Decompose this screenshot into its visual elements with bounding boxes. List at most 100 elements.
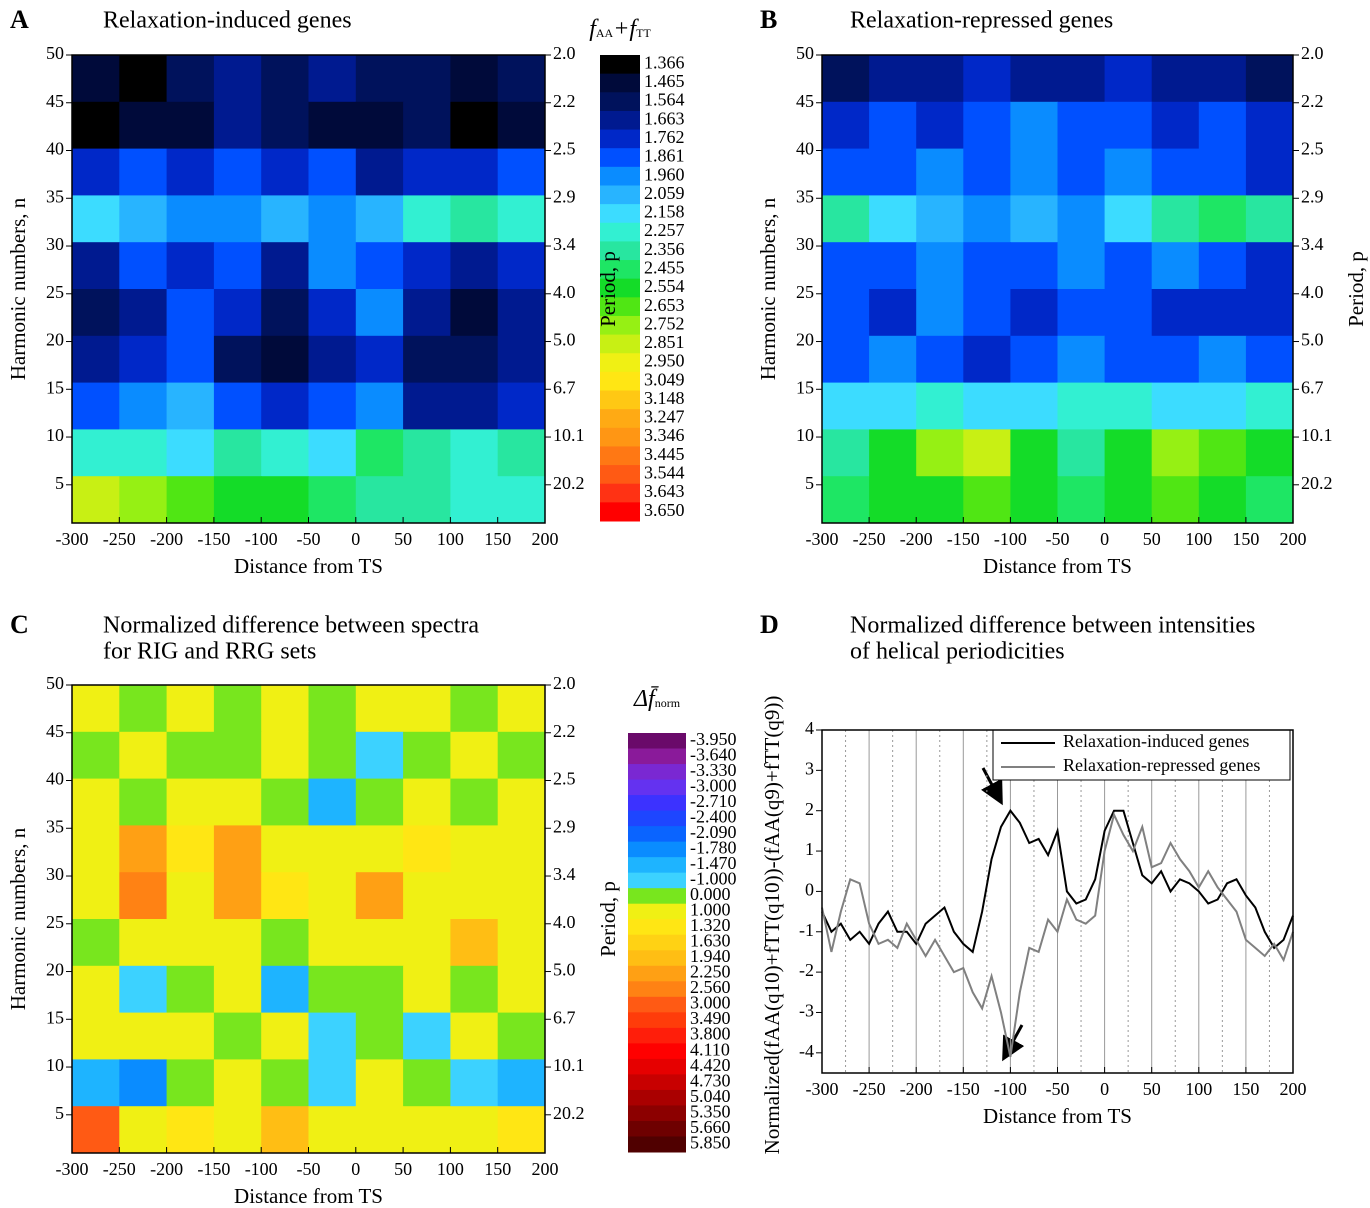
- y-tick-label: 5: [805, 473, 814, 493]
- y-axis-label: Normalized(fAA(q10)+fTT(q10))-(fAA(q9)+f…: [760, 696, 784, 1155]
- heat-cell: [497, 195, 546, 243]
- heat-cell: [403, 825, 451, 873]
- colorbar-label: 3.800: [690, 1024, 731, 1044]
- heat-cell: [261, 55, 309, 103]
- colorbar-label: 2.250: [690, 962, 731, 982]
- heat-cell: [916, 429, 964, 477]
- colorbar-label: -2.710: [690, 791, 737, 811]
- heat-cell: [963, 55, 1011, 103]
- x-tick-label: -200: [900, 529, 933, 549]
- colorbar-label: 4.730: [690, 1070, 731, 1090]
- heat-cell: [119, 242, 168, 290]
- heat-cell: [1010, 242, 1058, 290]
- heat-cell: [308, 872, 357, 920]
- heat-cell: [72, 429, 120, 477]
- colorbar-swatch: [600, 185, 640, 205]
- heat-cell: [213, 825, 262, 873]
- heat-cell: [119, 289, 168, 337]
- heat-cell: [1057, 242, 1106, 290]
- heat-cell: [213, 685, 262, 733]
- y-tick-label: 25: [796, 282, 814, 302]
- x-tick-label: 200: [532, 529, 559, 549]
- heat-cell: [213, 242, 262, 290]
- heat-cell: [450, 872, 499, 920]
- heat-cell: [72, 101, 120, 150]
- heat-cell: [213, 335, 262, 384]
- heat-cell: [497, 1012, 546, 1060]
- heat-cell: [72, 1059, 120, 1107]
- heat-cell: [355, 429, 404, 477]
- heat-cell: [403, 965, 451, 1014]
- heat-cell: [403, 101, 451, 150]
- heat-cell: [166, 1106, 215, 1154]
- heat-cell: [1010, 382, 1058, 430]
- series-line: [821, 808, 1294, 954]
- colorbar-title-part: +f: [613, 16, 639, 42]
- colorbar-label: 1.762: [644, 127, 685, 147]
- x-tick-label: -300: [806, 1079, 839, 1099]
- heat-cell: [450, 825, 499, 873]
- heat-cell: [497, 1059, 546, 1107]
- y-tick-label: 5: [55, 1103, 64, 1123]
- y-axis-label: Harmonic numbers, n: [6, 197, 30, 380]
- heat-cell: [869, 55, 917, 103]
- colorbar-label: 2.653: [644, 295, 685, 315]
- heat-cell: [1010, 476, 1058, 524]
- y2-tick-label: 3.4: [1301, 234, 1324, 254]
- heat-cell: [450, 731, 499, 780]
- heat-cell: [1151, 289, 1200, 337]
- y-tick-label: 40: [46, 139, 64, 159]
- x-axis-label: Distance from TS: [983, 554, 1132, 578]
- heat-cell: [166, 685, 215, 733]
- colorbar-swatch: [600, 409, 640, 429]
- heat-cell: [261, 731, 309, 780]
- colorbar-swatch: [600, 129, 640, 149]
- heat-cell: [1198, 55, 1247, 103]
- heat-cell: [916, 148, 964, 196]
- heat-cell: [1245, 55, 1294, 103]
- heat-cell: [261, 382, 309, 430]
- heat-cell: [403, 919, 451, 967]
- x-tick-label: -250: [103, 1159, 136, 1179]
- y2-tick-label: 2.9: [553, 186, 576, 206]
- y2-tick-label: 4.0: [1301, 282, 1324, 302]
- x-tick-label: -100: [245, 529, 278, 549]
- panel-letter: C: [10, 610, 29, 639]
- heat-cell: [355, 101, 404, 150]
- colorbar-swatch: [600, 427, 640, 447]
- heat-cell: [355, 731, 404, 780]
- heat-cell: [1104, 429, 1153, 477]
- y2-tick-label: 3.4: [553, 234, 576, 254]
- heat-cell: [355, 55, 404, 103]
- colorbar-label: 2.752: [644, 313, 685, 333]
- heat-cell: [213, 195, 262, 243]
- heat-cell: [1198, 242, 1247, 290]
- heat-cell: [119, 55, 168, 103]
- heat-cell: [497, 148, 546, 196]
- x-tick-label: 0: [351, 1159, 360, 1179]
- heat-cell: [403, 685, 451, 733]
- heat-cell: [403, 872, 451, 920]
- heat-cell: [403, 1106, 451, 1154]
- heat-cell: [1151, 429, 1200, 477]
- colorbar-label: -3.000: [690, 775, 737, 795]
- colorbar-label: 3.650: [644, 500, 685, 520]
- colorbar-label: 1.465: [644, 71, 685, 91]
- heat-cell: [355, 148, 404, 196]
- x-tick-label: 150: [1232, 529, 1259, 549]
- heat-cell: [822, 382, 870, 430]
- y-tick-label: 40: [796, 139, 814, 159]
- heat-cell: [497, 289, 546, 337]
- colorbar-label: 1.861: [644, 146, 685, 166]
- y2-tick-label: 6.7: [553, 377, 576, 397]
- colorbar-swatch: [628, 826, 686, 843]
- colorbar-swatch: [600, 55, 640, 75]
- x-tick-label: -50: [297, 1159, 321, 1179]
- heat-cell: [166, 919, 215, 967]
- heat-cell: [916, 382, 964, 430]
- x-tick-label: -300: [56, 529, 89, 549]
- heat-cell: [261, 1012, 309, 1060]
- y2-tick-label: 2.0: [1301, 43, 1324, 63]
- y2-tick-label: 10.1: [553, 425, 585, 445]
- heat-cell: [1151, 476, 1200, 524]
